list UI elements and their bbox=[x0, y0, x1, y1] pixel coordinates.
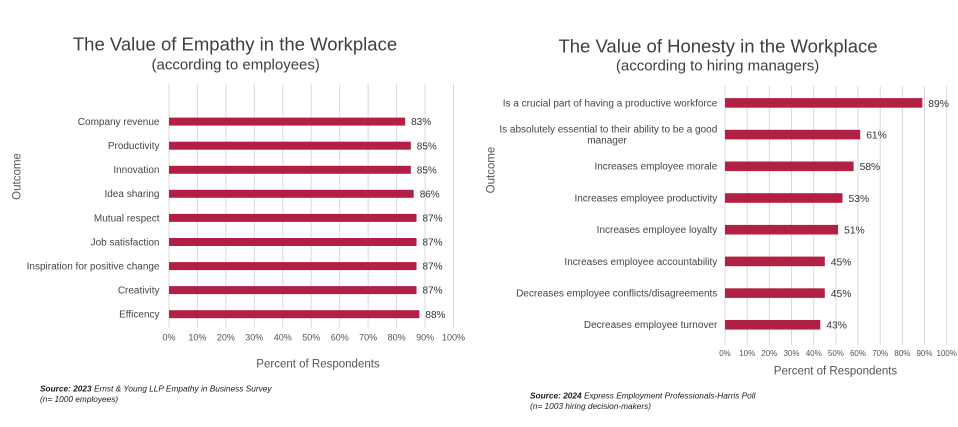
svg-text:Productivity: Productivity bbox=[108, 141, 160, 152]
svg-text:70%: 70% bbox=[872, 349, 888, 358]
svg-text:Idea sharing: Idea sharing bbox=[104, 189, 159, 200]
svg-text:80%: 80% bbox=[894, 349, 910, 358]
svg-text:50%: 50% bbox=[302, 332, 320, 342]
svg-text:Outcome: Outcome bbox=[11, 153, 23, 200]
svg-text:Percent of Respondents: Percent of Respondents bbox=[256, 358, 380, 370]
svg-text:Percent of Respondents: Percent of Respondents bbox=[774, 366, 898, 378]
svg-text:90%: 90% bbox=[416, 332, 434, 342]
svg-text:40%: 40% bbox=[806, 349, 822, 358]
svg-text:88%: 88% bbox=[425, 310, 445, 321]
svg-text:30%: 30% bbox=[783, 349, 799, 358]
svg-text:Mutual respect: Mutual respect bbox=[94, 213, 160, 224]
svg-text:87%: 87% bbox=[423, 214, 443, 225]
svg-text:30%: 30% bbox=[245, 332, 263, 342]
svg-text:Is a crucial part of having a: Is a crucial part of having a productive… bbox=[503, 98, 718, 109]
svg-text:Increases employee morale: Increases employee morale bbox=[594, 162, 717, 173]
svg-text:80%: 80% bbox=[388, 332, 406, 342]
svg-text:58%: 58% bbox=[860, 162, 881, 173]
svg-text:20%: 20% bbox=[761, 349, 777, 358]
svg-text:70%: 70% bbox=[359, 332, 377, 342]
svg-text:53%: 53% bbox=[849, 194, 870, 205]
svg-text:100%: 100% bbox=[442, 332, 465, 342]
svg-text:Innovation: Innovation bbox=[113, 165, 159, 176]
svg-text:45%: 45% bbox=[831, 289, 852, 300]
svg-text:manager: manager bbox=[587, 136, 627, 147]
svg-text:Increases employee accountabil: Increases employee accountability bbox=[564, 257, 717, 268]
svg-text:60%: 60% bbox=[850, 349, 866, 358]
svg-text:85%: 85% bbox=[417, 141, 437, 152]
svg-text:Increases employee loyalty: Increases employee loyalty bbox=[597, 225, 718, 236]
svg-text:Job satisfaction: Job satisfaction bbox=[91, 237, 160, 248]
svg-text:87%: 87% bbox=[423, 262, 443, 273]
svg-text:50%: 50% bbox=[828, 349, 844, 358]
svg-text:61%: 61% bbox=[866, 131, 887, 142]
svg-text:51%: 51% bbox=[844, 226, 865, 237]
svg-text:60%: 60% bbox=[331, 332, 349, 342]
svg-text:(according to hiring managers): (according to hiring managers) bbox=[616, 57, 819, 74]
svg-text:Decreases employee turnover: Decreases employee turnover bbox=[584, 320, 718, 331]
svg-text:Is absolutely essential to the: Is absolutely essential to their ability… bbox=[499, 125, 717, 136]
svg-text:89%: 89% bbox=[928, 99, 949, 110]
svg-text:Source: 2023 Ernst & Young LLP: Source: 2023 Ernst & Young LLP Empathy i… bbox=[40, 384, 272, 394]
svg-text:Decreases employee conflicts/d: Decreases employee conflicts/disagreemen… bbox=[516, 289, 717, 300]
svg-text:100%: 100% bbox=[936, 349, 956, 358]
svg-text:Company revenue: Company revenue bbox=[78, 117, 160, 128]
svg-text:10%: 10% bbox=[188, 332, 206, 342]
svg-text:83%: 83% bbox=[411, 117, 431, 128]
svg-text:Inspiration for positive chang: Inspiration for positive change bbox=[27, 262, 160, 273]
svg-text:87%: 87% bbox=[423, 238, 443, 249]
svg-text:Increases employee productivit: Increases employee productivity bbox=[574, 193, 717, 204]
svg-text:43%: 43% bbox=[826, 321, 847, 332]
svg-text:The Value of Honesty in the Wo: The Value of Honesty in the Workplace bbox=[558, 35, 877, 56]
svg-text:0%: 0% bbox=[162, 332, 175, 342]
svg-text:Source: 2024 Express Employmen: Source: 2024 Express Employment Professi… bbox=[530, 391, 757, 401]
svg-text:The Value of Empathy in the Wo: The Value of Empathy in the Workplace bbox=[73, 34, 397, 55]
svg-text:Creativity: Creativity bbox=[118, 286, 160, 297]
svg-text:Efficency: Efficency bbox=[119, 310, 159, 321]
svg-text:Outcome: Outcome bbox=[486, 147, 498, 194]
svg-text:10%: 10% bbox=[739, 349, 755, 358]
svg-text:(n= 1000 employees): (n= 1000 employees) bbox=[40, 394, 118, 404]
svg-text:87%: 87% bbox=[423, 286, 443, 297]
svg-text:90%: 90% bbox=[916, 349, 932, 358]
svg-text:(n= 1003 hiring decision-maker: (n= 1003 hiring decision-makers) bbox=[530, 401, 651, 411]
svg-text:20%: 20% bbox=[217, 332, 235, 342]
svg-text:85%: 85% bbox=[417, 165, 437, 176]
svg-text:40%: 40% bbox=[274, 332, 292, 342]
svg-text:(according to employees): (according to employees) bbox=[151, 57, 319, 74]
svg-text:86%: 86% bbox=[420, 189, 440, 200]
svg-text:0%: 0% bbox=[719, 349, 731, 358]
svg-text:45%: 45% bbox=[831, 257, 852, 268]
